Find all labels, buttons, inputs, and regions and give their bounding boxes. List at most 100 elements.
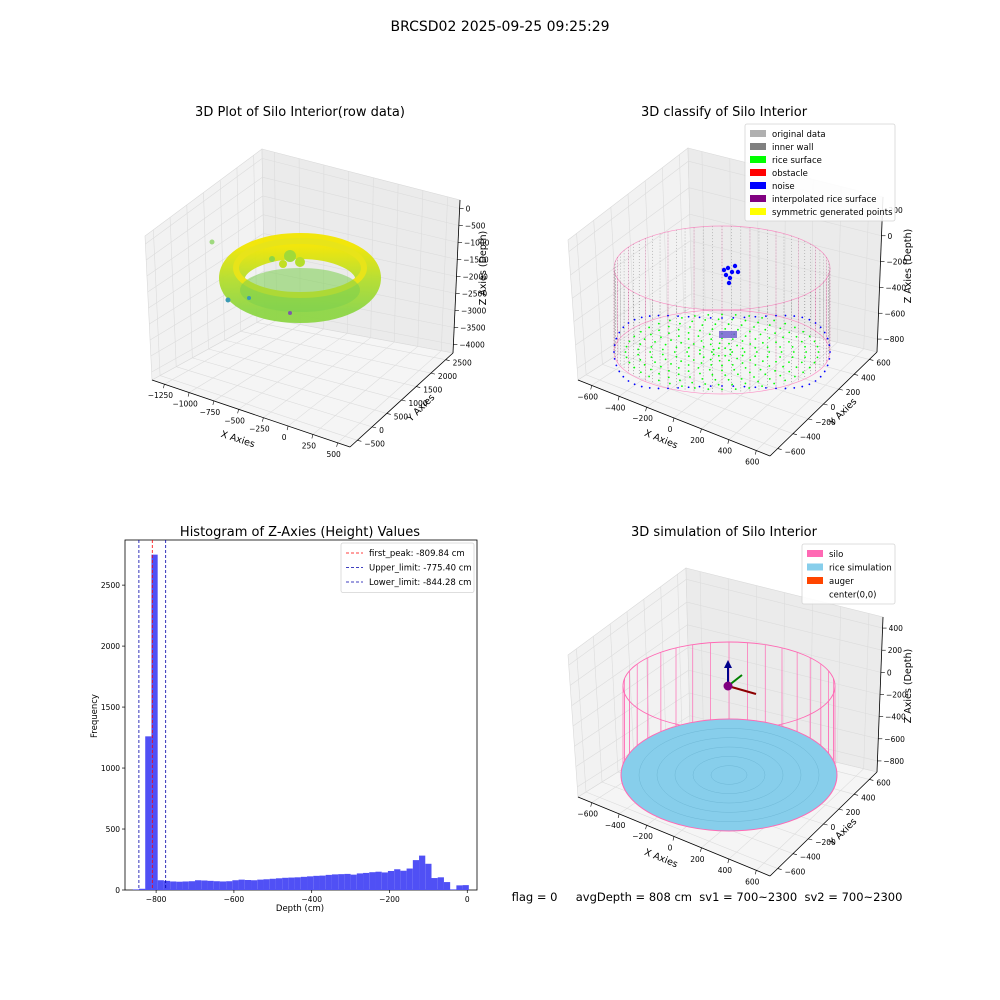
noise-point [640,316,643,319]
rice-surface-point [639,371,642,374]
hist-title: Histogram of Z-Axies (Height) Values [180,525,420,540]
p4-x-tick-label: 600 [745,877,760,886]
p4-x-tick-mark [700,847,702,852]
hist-bar [400,870,407,890]
panel4-legend-label: center(0,0) [829,591,877,601]
rice-surface-point [699,349,701,352]
p2-x-tick-label: −600 [577,392,598,401]
noise-point [698,385,701,388]
rice-surface-point [741,340,744,342]
rice-surface-point [774,332,776,335]
hist-bar [145,736,152,890]
hist-bar [381,872,388,890]
rice-surface-point [699,372,701,375]
panel4-legend-swatch [807,550,823,557]
rice-surface-point [736,357,739,360]
hist-bar [300,876,308,890]
rice-surface-point [736,344,739,347]
noise-point [709,385,712,388]
rice-surface-point [717,347,720,350]
panel1-point-cloud [209,233,381,323]
noise-point [828,357,831,360]
panel2-zlabel: Z Axies (Depth) [903,229,914,303]
rice-surface-point [628,340,631,343]
rice-surface-point [774,369,776,372]
p1-z-tick-label: −3000 [461,307,487,316]
panel2-z-axis-line [876,196,884,353]
noise-point [732,385,735,388]
p2-y-tick-label: 400 [861,373,876,382]
noise-point [808,383,811,386]
rice-surface-point [633,366,636,369]
panel2-legend-swatch [750,182,766,189]
rice-surface-point [650,356,653,359]
rice-surface-point [657,379,660,382]
rice-surface-point [708,333,711,336]
p1-x-tick-label: 250 [302,441,317,450]
hist-bar [319,875,326,890]
p4-z-tick-label: −400 [885,713,906,722]
p2-x-tick-label: 600 [745,458,760,467]
p1-x-tick-mark [336,442,338,447]
noise-point [743,316,746,319]
hist-bar [182,881,189,890]
p2-z-tick-label: −400 [886,283,907,292]
rice-surface-point [737,373,739,376]
rice-surface-point [795,366,798,369]
p2-x-tick-mark [590,385,593,390]
panel4-legend-swatch [807,563,823,571]
p1-x-tick-mark [212,400,215,406]
p4-z-tick-label: −200 [886,691,907,700]
rice-surface-point [740,377,743,380]
p2-y-tick-mark [808,418,813,421]
rice-surface-point [764,373,767,376]
p4-x-tick-label: −600 [577,810,598,819]
p4-x-tick-mark [617,813,620,819]
rice-surface-point [741,347,744,350]
panel2-legend-label: inner wall [772,143,813,153]
noise-point [613,351,615,353]
rice-surface-point [673,351,676,353]
noise-point [808,318,811,321]
hist-bar [195,880,202,890]
rice-surface-point [775,360,777,363]
p2-x-tick-mark [617,396,620,401]
panel2-legend-swatch [750,143,766,150]
noise-point [677,315,679,318]
rice-surface-point [687,331,690,334]
rice-surface-point [791,356,794,359]
rice-surface-point [764,328,767,331]
panel1-ylabel: Y Axies [404,392,437,425]
p4-x-tick-label: 400 [718,866,733,875]
p1-x-tick-label: −500 [224,416,245,425]
p2-x-tick-mark [754,450,757,455]
rice-surface-point [773,319,776,322]
noise-point [793,387,796,389]
p4-z-tick-label: −600 [884,735,905,744]
rice-surface-point [741,362,744,364]
p1-y-tick-label: 0 [379,426,384,435]
noise-point [732,316,735,319]
noise-point [667,387,669,390]
p4-y-tick-label: −400 [800,853,821,862]
panel2-legend-label: interpolated rice surface [772,195,877,205]
p1-x-tick-mark [163,384,165,389]
noise-point [613,344,616,347]
rice-surface-point [707,388,710,391]
noise-point [615,364,618,367]
panel4-xlabel: X Axies [643,847,680,870]
noise-point [657,314,660,317]
p4-y-tick-label: −600 [785,868,806,877]
rice-surface-point [692,359,695,361]
hist-threshold-lines [138,540,167,890]
hist-y-tick-label: 0 [115,886,120,895]
rice-surface-point [775,341,777,344]
rice-surface-point [721,388,723,391]
noise-point [633,383,636,386]
rice-surface-point [788,331,791,334]
rice-surface-point [741,354,744,357]
hist-y-tick-label: 500 [106,825,121,834]
hist-bar [213,881,220,890]
rice-surface-point [773,382,776,385]
